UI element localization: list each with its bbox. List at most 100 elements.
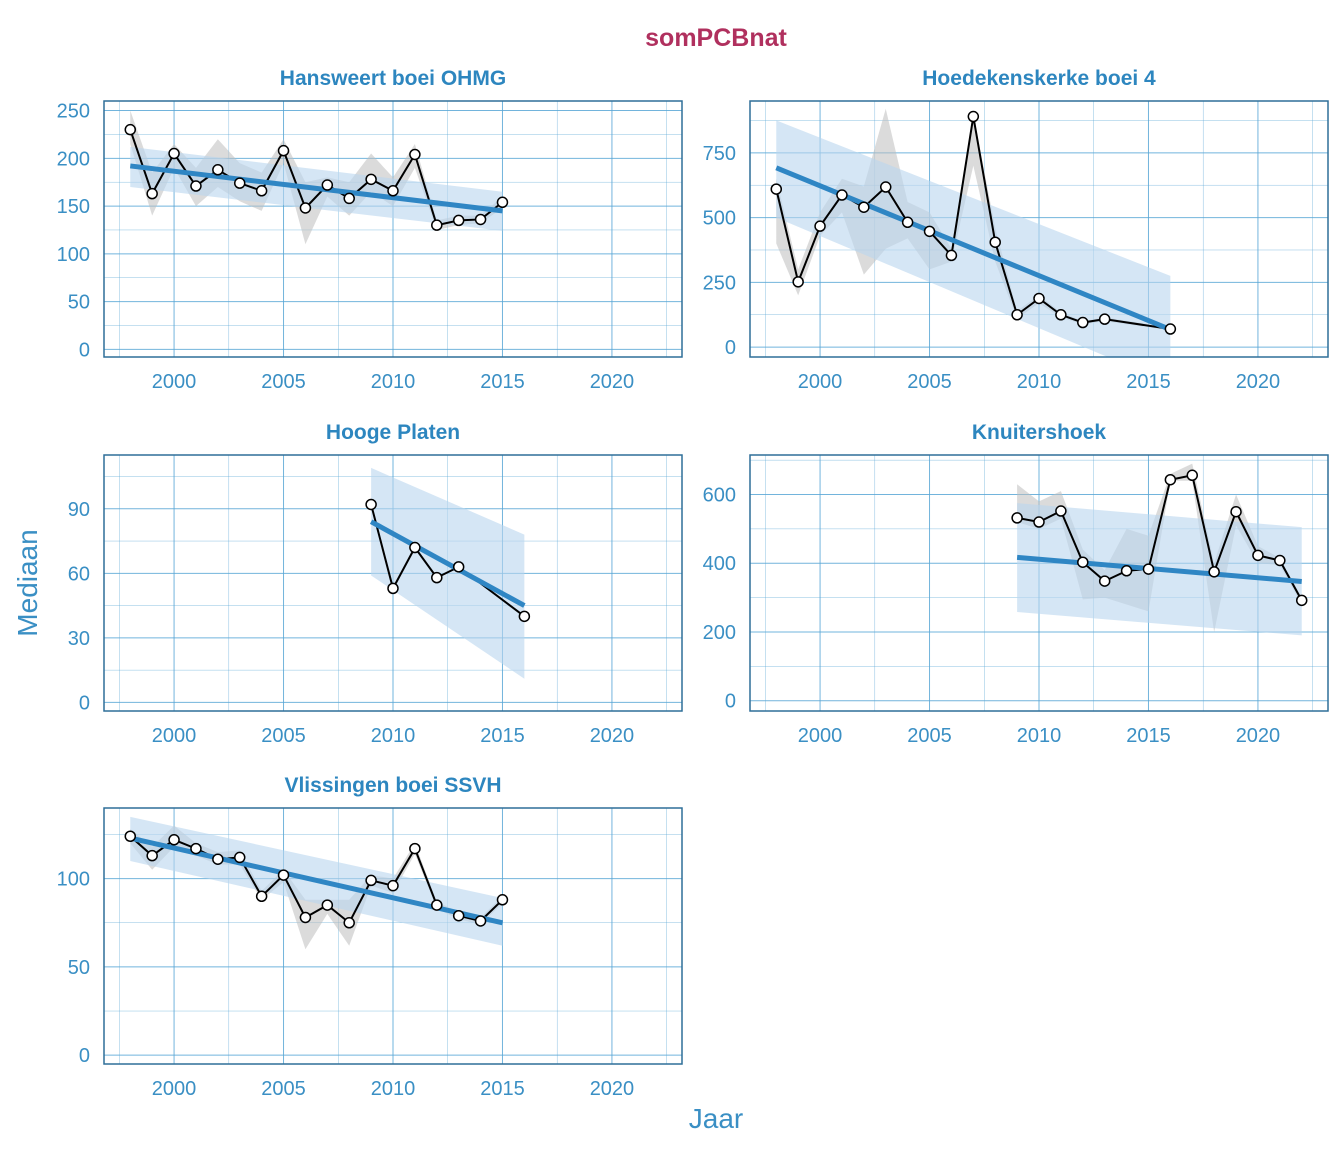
data-point: [299, 911, 312, 924]
y-tick-label: 750: [703, 143, 736, 165]
panel-3: Hooge Platen 2000 2005 2010 2015 2020 0 30 60 90: [68, 421, 683, 747]
data-point: [858, 201, 870, 213]
data-point: [168, 834, 180, 846]
data-point: [901, 216, 914, 229]
data-point: [792, 276, 804, 288]
y-tick-label: 0: [79, 1045, 90, 1067]
y-tick-label: 150: [57, 196, 90, 218]
x-tick-label: 2020: [590, 725, 635, 747]
x-tick-label: 2015: [480, 725, 525, 747]
data-point: [879, 181, 892, 193]
y-tick-label: 100: [57, 244, 90, 266]
x-tick-label: 2000: [152, 725, 197, 747]
data-point: [452, 214, 465, 227]
data-point: [923, 225, 936, 238]
data-point: [1055, 309, 1067, 321]
data-point: [299, 202, 312, 214]
y-tick-label: 60: [68, 563, 90, 585]
data-point: [233, 851, 246, 864]
x-tick-label: 2015: [1126, 371, 1171, 393]
panel-frame: [103, 807, 683, 1065]
data-point: [255, 185, 268, 197]
data-point: [321, 899, 334, 911]
data-point: [277, 144, 290, 157]
data-point: [277, 869, 290, 881]
panel-frame: [749, 100, 1329, 358]
data-point: [190, 180, 202, 192]
x-tick-label: 2000: [798, 371, 843, 393]
data-point: [1098, 313, 1111, 325]
panel-frame: [103, 100, 683, 358]
data-point: [518, 610, 531, 623]
data-point: [1230, 505, 1242, 518]
data-point: [146, 849, 158, 862]
data-point: [1055, 505, 1067, 517]
series-line: [1016, 474, 1303, 601]
data-point: [124, 123, 137, 136]
data-point: [1295, 594, 1308, 607]
x-tick-label: 2010: [371, 1078, 416, 1100]
plot-area: [365, 467, 531, 679]
panel-4: Knuitershoek 2000 2005 2010 2015 2020 0 200 400 6…: [703, 421, 1329, 747]
data-point: [387, 185, 399, 197]
grid: [104, 101, 682, 357]
y-tick-label: 0: [79, 692, 90, 714]
data-point: [814, 220, 826, 232]
data-point: [1011, 309, 1023, 321]
y-tick-label: 0: [725, 337, 736, 359]
trend-confidence-ribbon: [776, 120, 1171, 357]
y-tick-label: 500: [703, 208, 736, 230]
data-point: [255, 890, 268, 903]
data-point: [1274, 554, 1286, 567]
data-point: [168, 147, 180, 160]
y-tick-label: 100: [57, 869, 90, 891]
x-tick-label: 2010: [1017, 371, 1062, 393]
trend-line: [369, 519, 526, 608]
panel-frame: [103, 454, 683, 712]
data-point: [212, 164, 224, 176]
data-point: [945, 249, 958, 262]
data-point: [1033, 516, 1045, 528]
trend-line: [1016, 554, 1302, 584]
data-point: [365, 173, 377, 186]
x-tick-label: 2005: [261, 1078, 306, 1100]
plot-area: [124, 816, 509, 950]
data-point: [146, 187, 158, 200]
data-point: [431, 571, 443, 584]
data-point: [343, 192, 355, 205]
data-point: [365, 874, 377, 887]
x-tick-label: 2010: [371, 371, 416, 393]
data-point: [212, 853, 224, 865]
x-axis-title: Jaar: [689, 1103, 743, 1134]
data-point: [1164, 473, 1177, 486]
y-axis-title: Mediaan: [12, 529, 43, 636]
data-point: [321, 179, 334, 191]
panel-2: Hoedekenskerke boei 4 2000 2005 2010 2015 202…: [703, 67, 1329, 393]
data-point: [431, 899, 443, 911]
data-point: [1077, 556, 1089, 568]
y-tick-label: 200: [703, 622, 736, 644]
x-tick-label: 2015: [480, 371, 525, 393]
data-point: [496, 196, 509, 209]
y-tick-label: 600: [703, 485, 736, 507]
panel-5: Vlissingen boei SSVH 2000 2005 2010 2015 2020…: [57, 774, 683, 1100]
panel-frame: [749, 454, 1329, 712]
x-tick-label: 2020: [1236, 371, 1281, 393]
x-tick-label: 2020: [590, 1078, 635, 1100]
data-point: [452, 561, 465, 573]
data-point: [1011, 512, 1023, 524]
x-tick-label: 2005: [907, 725, 952, 747]
data-point: [1164, 323, 1177, 335]
data-point: [365, 498, 377, 511]
x-tick-label: 2005: [907, 371, 952, 393]
data-point: [474, 915, 487, 927]
trend-line: [775, 165, 1172, 332]
data-point: [452, 909, 465, 922]
data-point: [1033, 292, 1045, 305]
x-tick-label: 2015: [480, 1078, 525, 1100]
x-tick-label: 2015: [1126, 725, 1171, 747]
y-tick-label: 0: [79, 339, 90, 361]
y-tick-label: 50: [68, 957, 90, 979]
x-tick-label: 2010: [1017, 725, 1062, 747]
